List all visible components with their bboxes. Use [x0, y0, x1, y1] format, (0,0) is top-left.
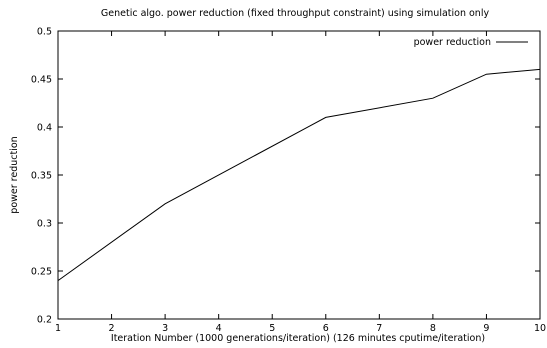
- y-tick-label: 0.5: [37, 27, 52, 38]
- x-tick-label: 4: [216, 323, 222, 334]
- x-tick-label: 3: [162, 323, 168, 334]
- x-tick-label: 1: [55, 323, 61, 334]
- x-tick-label: 6: [323, 323, 329, 334]
- chart-title: Genetic algo. power reduction (fixed thr…: [101, 8, 490, 19]
- legend: power reduction: [414, 37, 528, 48]
- x-tick-label: 7: [376, 323, 382, 334]
- series-layer: [57, 68, 541, 282]
- y-tick-label: 0.25: [31, 267, 52, 278]
- y-axis-label: power reduction: [9, 136, 20, 213]
- y-tick-label: 0.2: [37, 315, 52, 326]
- y-tick-label: 0.45: [31, 75, 52, 86]
- axis-ticks: 1 2 3 4 5 6 7 8 9 10 0.2 0.25 0.3 0.35 0.4 0.45 0.5: [31, 27, 546, 335]
- series-line-power-reduction: [57, 68, 541, 282]
- y-tick-label: 0.35: [31, 171, 52, 182]
- x-tick-label: 8: [430, 323, 436, 334]
- x-axis-label: Iteration Number (1000 generations/itera…: [111, 333, 485, 344]
- x-tick-label: 9: [483, 323, 489, 334]
- y-tick-label: 0.3: [37, 219, 52, 230]
- legend-label: power reduction: [414, 37, 491, 48]
- x-tick-label: 5: [269, 323, 275, 334]
- x-tick-label: 10: [534, 323, 546, 334]
- plot-frame: [57, 30, 541, 320]
- x-tick-label: 2: [109, 323, 115, 334]
- y-tick-label: 0.4: [37, 123, 52, 134]
